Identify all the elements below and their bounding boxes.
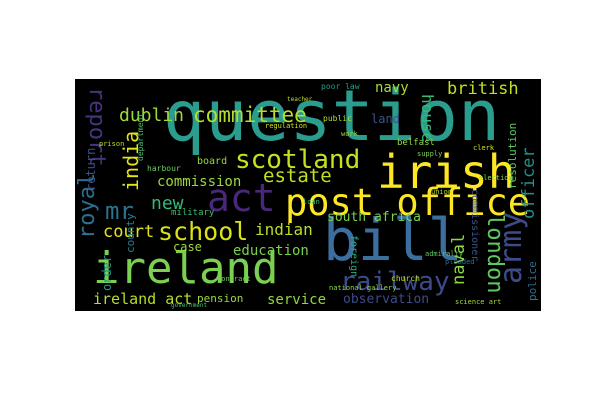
- word-case: case: [173, 240, 202, 254]
- word-observation: observation: [343, 292, 430, 307]
- word-contract: contract: [217, 275, 251, 283]
- word-return: return: [84, 147, 98, 191]
- word-south-africa: south africa: [327, 210, 421, 225]
- word-county: county: [124, 213, 137, 253]
- word-british: british: [447, 79, 519, 99]
- word-railway: railway: [340, 267, 450, 297]
- word-government: government: [171, 302, 208, 309]
- word-prison: prison: [99, 140, 125, 148]
- word-national-gallery: national gallery: [329, 284, 397, 292]
- word-belfast: belfast: [397, 138, 435, 148]
- word-church: church: [391, 274, 420, 283]
- word-department: department: [136, 112, 145, 161]
- word-court: court: [103, 222, 155, 242]
- word-dublin: dublin: [119, 105, 185, 126]
- word-irish: irish: [377, 145, 516, 199]
- word-teacher: teacher: [287, 96, 313, 103]
- word-question: question: [163, 79, 501, 157]
- word-education: education: [233, 243, 309, 259]
- word-estate: estate: [263, 165, 332, 187]
- word-land: land: [371, 112, 400, 126]
- word-school: school: [158, 217, 249, 246]
- word-public: public: [323, 114, 352, 123]
- word-regulation: regulation: [265, 122, 308, 130]
- word-clerk: clerk: [473, 144, 495, 152]
- word-pleaded: pleaded: [445, 258, 475, 266]
- word-board: board: [197, 156, 228, 167]
- word-loan: loan: [303, 198, 320, 206]
- word-act: act: [207, 176, 276, 220]
- word-ireland: ireland: [93, 243, 279, 294]
- word-election: election: [479, 174, 513, 182]
- word-house: house: [418, 94, 437, 143]
- word-mr: mr: [105, 197, 134, 225]
- word-military: military: [171, 208, 215, 218]
- word-officer: officer: [519, 147, 539, 219]
- word-admiralty: admiralty: [425, 250, 463, 258]
- word-committee: committee: [193, 103, 307, 127]
- word-commissioner: commissioner: [469, 189, 480, 262]
- word-pension: pension: [197, 292, 244, 305]
- word-bill: bill: [323, 206, 463, 274]
- word-post-office: post office: [285, 181, 531, 224]
- word-harbour: harbour: [147, 164, 181, 173]
- word-cloud: question bill ireland irish post office …: [75, 79, 541, 311]
- word-service: service: [267, 292, 327, 308]
- word-order: order: [100, 254, 114, 291]
- word-foreign: foreign: [348, 235, 359, 278]
- word-indian: indian: [255, 220, 313, 239]
- word-scotland: scotland: [235, 145, 361, 175]
- word-new: new: [151, 193, 184, 214]
- word-london: london: [482, 214, 507, 294]
- word-supply: supply: [417, 150, 443, 158]
- word-work: work: [341, 130, 358, 138]
- word-navy: navy: [375, 80, 409, 96]
- word-commission: commission: [157, 174, 242, 190]
- word-poor-law: poor law: [321, 82, 360, 91]
- word-ireland-act: ireland act: [93, 290, 193, 308]
- word-science-art: science art: [455, 298, 502, 306]
- word-union: union: [431, 188, 453, 196]
- word-police: police: [526, 261, 539, 301]
